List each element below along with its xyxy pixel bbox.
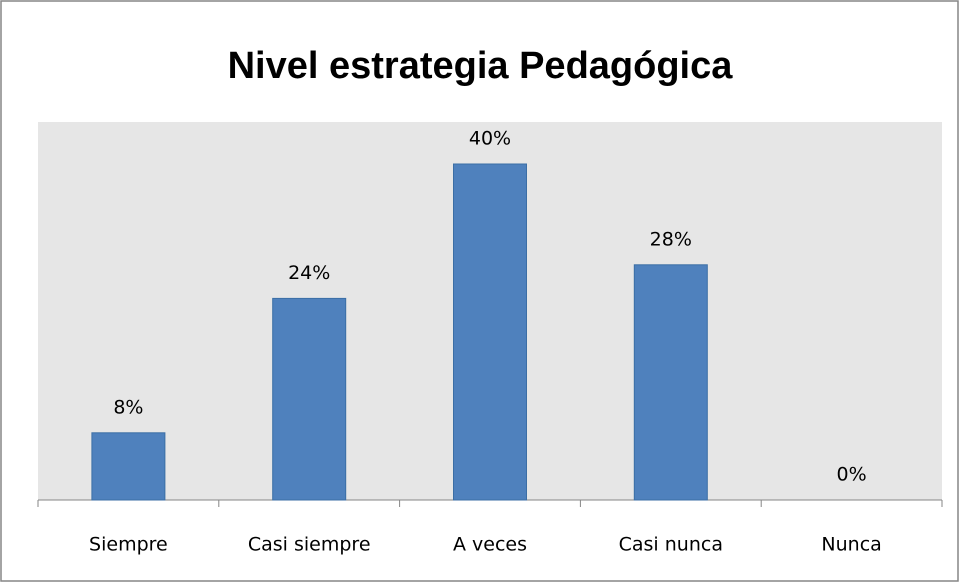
data-label: 24% [288, 262, 330, 284]
bar [633, 264, 708, 501]
x-tick-label: Siempre [89, 534, 168, 556]
x-tick-label: A veces [453, 534, 527, 556]
bar [272, 297, 347, 501]
bar [453, 163, 527, 501]
bar [91, 432, 166, 501]
chart-title: Nivel estrategia Pedagógica [228, 45, 734, 87]
x-tick-label: Casi siempre [248, 534, 371, 556]
x-tick-label: Casi nunca [619, 534, 723, 556]
data-label: 8% [113, 396, 143, 418]
data-label: 28% [650, 228, 692, 250]
data-label: 0% [837, 464, 867, 486]
x-tick-label: Nunca [821, 534, 881, 556]
data-label: 40% [469, 128, 511, 150]
